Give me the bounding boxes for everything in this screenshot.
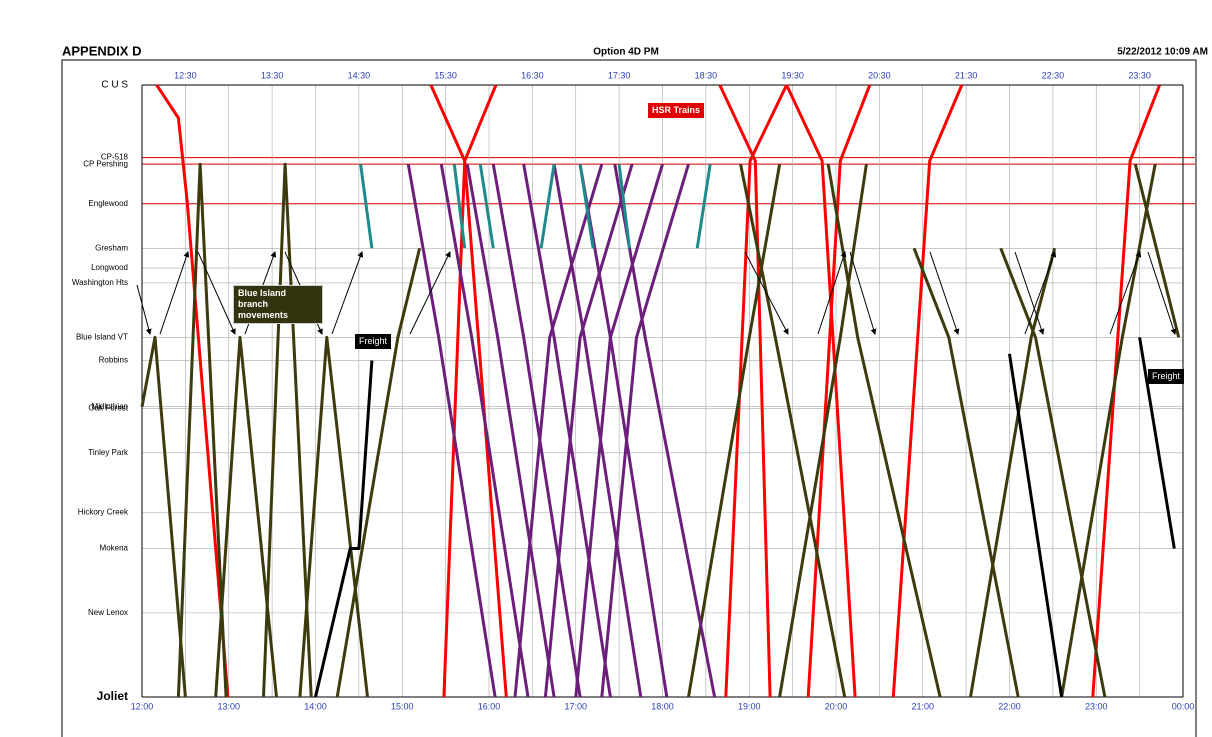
- x-tick-label: 17:30: [608, 70, 631, 80]
- y-tick-label: Longwood: [91, 263, 128, 272]
- train-path: [969, 247, 1057, 698]
- train-path: [478, 163, 495, 249]
- x-tick-label: 15:30: [434, 70, 457, 80]
- train-path: [543, 163, 634, 698]
- y-tick-label: C U S: [101, 80, 128, 91]
- x-tick-label: 16:30: [521, 70, 544, 80]
- y-tick-label: Oak Forest: [88, 403, 128, 412]
- train-path: [912, 247, 1020, 698]
- header-left: APPENDIX D: [62, 43, 141, 58]
- train-path: [600, 163, 690, 698]
- x-tick-label: 18:00: [651, 701, 674, 711]
- x-tick-label: 00:00: [1172, 701, 1195, 711]
- y-tick-label: Mokena: [100, 544, 129, 553]
- x-tick-label: 17:00: [564, 701, 587, 711]
- train-path: [1091, 84, 1161, 698]
- train-path: [578, 163, 595, 249]
- train-path: [442, 84, 498, 698]
- train-path: [778, 163, 868, 698]
- train-path: [785, 84, 857, 698]
- y-tick-label: Joliet: [97, 689, 128, 703]
- y-tick-label: New Lenox: [88, 608, 128, 617]
- train-path: [552, 163, 643, 698]
- x-tick-label: 14:30: [348, 70, 371, 80]
- y-tick-label: Gresham: [95, 243, 128, 252]
- train-path: [214, 335, 278, 698]
- x-tick-label: 23:00: [1085, 701, 1108, 711]
- train-path: [522, 163, 612, 698]
- train-path: [406, 163, 497, 698]
- train-path: [359, 164, 374, 249]
- y-tick-label: Blue Island VT: [76, 332, 128, 341]
- train-path: [176, 162, 228, 698]
- y-tick-label: CP Pershing: [83, 159, 128, 168]
- train-path: [298, 335, 369, 698]
- train-path: [891, 84, 964, 698]
- annotation: HSR Trains: [648, 103, 705, 118]
- train-path: [826, 163, 942, 698]
- x-tick-label: 15:00: [391, 701, 414, 711]
- header-center: Option 4D PM: [593, 47, 659, 58]
- train-path: [806, 84, 872, 698]
- train-path: [999, 247, 1107, 698]
- x-tick-label: 20:00: [825, 701, 848, 711]
- train-path: [140, 335, 187, 698]
- x-tick-label: 12:00: [131, 701, 154, 711]
- y-tick-label: Washington Hts: [72, 278, 128, 287]
- train-path: [491, 163, 582, 698]
- train-path: [155, 84, 230, 698]
- x-tick-label: 22:00: [998, 701, 1021, 711]
- train-path: [739, 163, 847, 698]
- x-tick-label: 16:00: [478, 701, 501, 711]
- y-tick-label: Tinley Park: [88, 448, 129, 457]
- train-path: [724, 84, 788, 698]
- train-path: [1138, 337, 1176, 549]
- train-path: [1060, 163, 1157, 698]
- y-tick-label: Robbins: [99, 356, 128, 365]
- train-path: [262, 162, 313, 698]
- x-tick-label: 23:30: [1128, 70, 1151, 80]
- x-tick-label: 18:30: [695, 70, 718, 80]
- train-path: [439, 163, 530, 698]
- y-tick-label: Hickory Creek: [78, 507, 129, 516]
- train-path: [687, 163, 782, 698]
- train-path: [539, 163, 556, 249]
- annotation: Freight: [355, 334, 392, 349]
- train-path: [617, 164, 631, 249]
- x-tick-label: 21:00: [911, 701, 934, 711]
- x-tick-label: 19:00: [738, 701, 761, 711]
- train-path: [335, 247, 422, 698]
- y-tick-label: Midlothian: [92, 402, 128, 411]
- x-tick-label: 20:30: [868, 70, 891, 80]
- train-path: [1008, 353, 1064, 698]
- x-tick-label: 19:30: [781, 70, 804, 80]
- x-tick-label: 13:30: [261, 70, 284, 80]
- train-path: [718, 84, 772, 698]
- x-tick-label: 12:30: [174, 70, 197, 80]
- y-tick-label: Englewood: [88, 199, 128, 208]
- train-path: [452, 164, 467, 249]
- train-path: [574, 163, 664, 698]
- train-path: [695, 163, 712, 249]
- y-tick-label: CP-518: [101, 153, 129, 162]
- annotation: Freight: [1148, 369, 1185, 384]
- train-path: [513, 163, 604, 698]
- frame: [61, 59, 1197, 737]
- header-right: 5/22/2012 10:09 AM: [1117, 47, 1208, 58]
- train-path: [1133, 163, 1181, 338]
- annotation: Blue Island branch movements: [233, 285, 323, 324]
- x-tick-label: 14:00: [304, 701, 327, 711]
- train-path: [314, 360, 374, 698]
- x-tick-label: 21:30: [955, 70, 978, 80]
- train-path: [465, 163, 556, 698]
- x-tick-label: 22:30: [1042, 70, 1065, 80]
- x-tick-label: 13:00: [217, 701, 240, 711]
